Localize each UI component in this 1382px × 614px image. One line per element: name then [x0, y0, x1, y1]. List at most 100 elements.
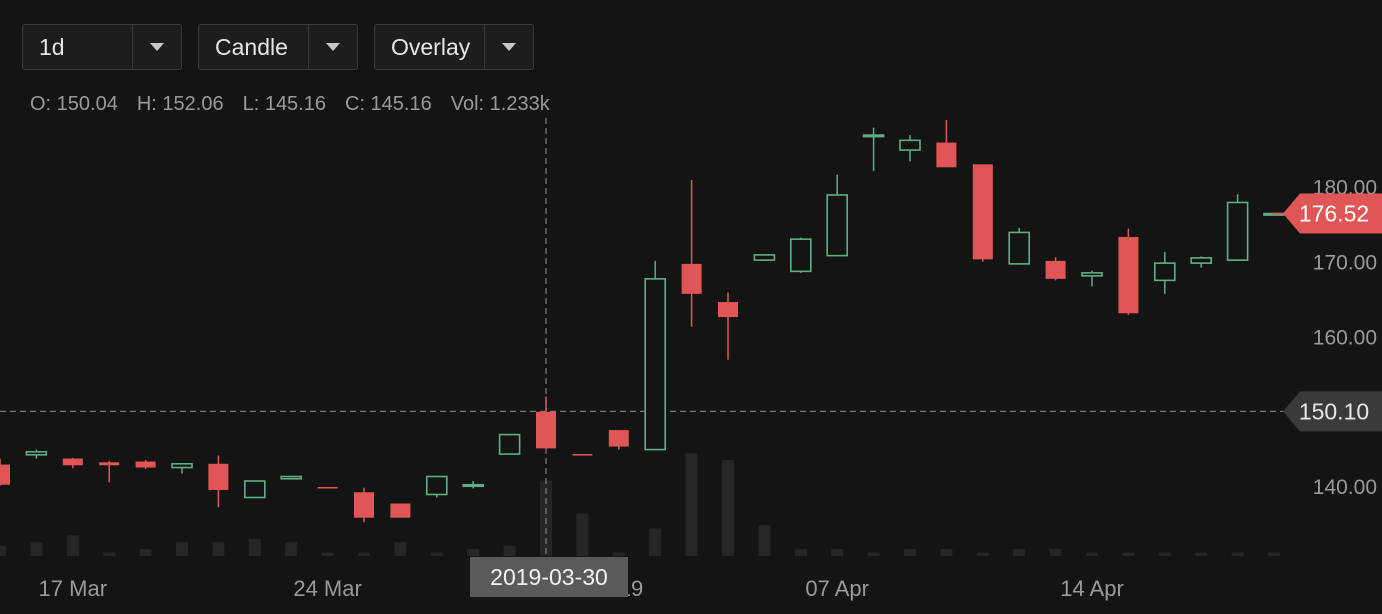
overlay-dropdown[interactable]: Overlay — [374, 24, 534, 70]
interval-dropdown[interactable]: 1d — [22, 24, 182, 70]
candle — [608, 430, 629, 450]
candle-body — [1045, 260, 1066, 279]
candle — [972, 164, 993, 262]
candle — [425, 475, 448, 498]
candle-body — [62, 458, 83, 466]
candle-body — [135, 461, 156, 468]
candle-body — [1154, 262, 1176, 282]
candle — [1190, 256, 1212, 268]
crosshair-price-tag: 150.10 — [1283, 391, 1382, 432]
candle-body — [718, 302, 738, 318]
y-tick-label: 170.00 — [1313, 251, 1377, 274]
chevron-down-icon[interactable] — [133, 25, 181, 69]
candle — [572, 454, 593, 456]
volume-bar — [612, 552, 625, 556]
volume-bar — [321, 552, 334, 556]
candle — [936, 120, 957, 168]
candle — [498, 433, 521, 455]
candle-body — [99, 462, 120, 466]
volume-bar — [1158, 552, 1171, 556]
volume-bar — [1013, 549, 1026, 556]
open-value: O: 150.04 — [30, 93, 118, 115]
candle — [681, 180, 702, 327]
candle-body — [354, 492, 374, 518]
chevron-down-icon[interactable] — [309, 25, 357, 69]
candle — [789, 237, 812, 273]
candle — [0, 458, 10, 486]
candle-body — [826, 194, 849, 257]
close-value: C: 145.16 — [345, 93, 432, 115]
candle-body — [244, 480, 266, 499]
candle — [1008, 227, 1031, 265]
volume-bar — [212, 542, 225, 556]
candle-body — [171, 462, 193, 469]
candle — [1081, 270, 1103, 287]
candle-body — [644, 278, 667, 451]
candle-body — [1008, 231, 1031, 265]
crosshair-price-tag-text: 150.10 — [1299, 398, 1369, 424]
candle-body — [681, 263, 702, 294]
candle — [244, 480, 266, 499]
candle-body — [1190, 257, 1212, 264]
candle-body — [608, 430, 629, 447]
candle — [644, 260, 667, 451]
candle-body — [1118, 236, 1139, 314]
candle — [25, 449, 48, 459]
candle-body — [390, 503, 411, 518]
candle — [62, 457, 83, 469]
x-tick-label: 24 Mar — [293, 576, 361, 601]
volume-bar — [904, 549, 916, 556]
volume-bars — [0, 452, 1280, 556]
volume-bar — [30, 542, 43, 556]
y-tick-label: 160.00 — [1313, 326, 1377, 349]
price-tags: 176.52 150.10 — [1272, 193, 1382, 432]
y-tick-label: 140.00 — [1313, 476, 1377, 499]
volume-bar — [358, 552, 370, 556]
candle-body — [899, 139, 921, 151]
chevron-down-icon[interactable] — [485, 25, 533, 69]
chart-type-dropdown[interactable]: Candle — [198, 24, 358, 70]
volume-value: Vol: 1.233k — [450, 93, 550, 115]
candle — [1045, 257, 1066, 281]
volume-bar — [867, 552, 880, 556]
volume-bar — [1086, 552, 1098, 556]
volume-bar — [0, 545, 6, 556]
volume-bar — [1122, 552, 1135, 556]
chart-type-label: Candle — [199, 25, 309, 69]
candle-body — [317, 487, 338, 489]
candle — [862, 127, 885, 172]
candle-body — [789, 238, 812, 273]
volume-bar — [66, 535, 79, 556]
x-tick-label: 17 Mar — [39, 576, 107, 601]
volume-bar — [758, 525, 771, 556]
volume-bar — [1195, 552, 1208, 556]
volume-bar — [139, 549, 152, 556]
volume-bar — [394, 542, 407, 556]
crosshair-price-tag-shape — [1283, 391, 1382, 432]
candles — [0, 120, 1285, 523]
candle — [135, 460, 156, 470]
volume-bar — [685, 452, 698, 556]
volume-bar — [576, 513, 589, 556]
candle-body — [0, 464, 10, 485]
volume-bar — [831, 549, 844, 556]
candle — [354, 487, 374, 523]
candle — [1226, 194, 1249, 261]
volume-bar — [503, 545, 516, 556]
volume-bar — [649, 528, 662, 556]
last-price-tag-text: 176.52 — [1299, 201, 1369, 227]
crosshair-date-label: 2019-03-30 — [470, 557, 628, 597]
candle — [718, 292, 738, 360]
volume-bar — [248, 538, 261, 556]
volume-bar — [430, 552, 443, 556]
candle — [826, 174, 849, 257]
volume-bar — [1231, 552, 1244, 556]
candle — [536, 396, 556, 449]
last-price-tag-shape — [1283, 193, 1382, 234]
candle — [1118, 228, 1139, 315]
volume-bar — [940, 549, 953, 556]
candle-body — [280, 475, 303, 480]
candle — [899, 135, 921, 162]
volume-bar — [467, 549, 480, 556]
